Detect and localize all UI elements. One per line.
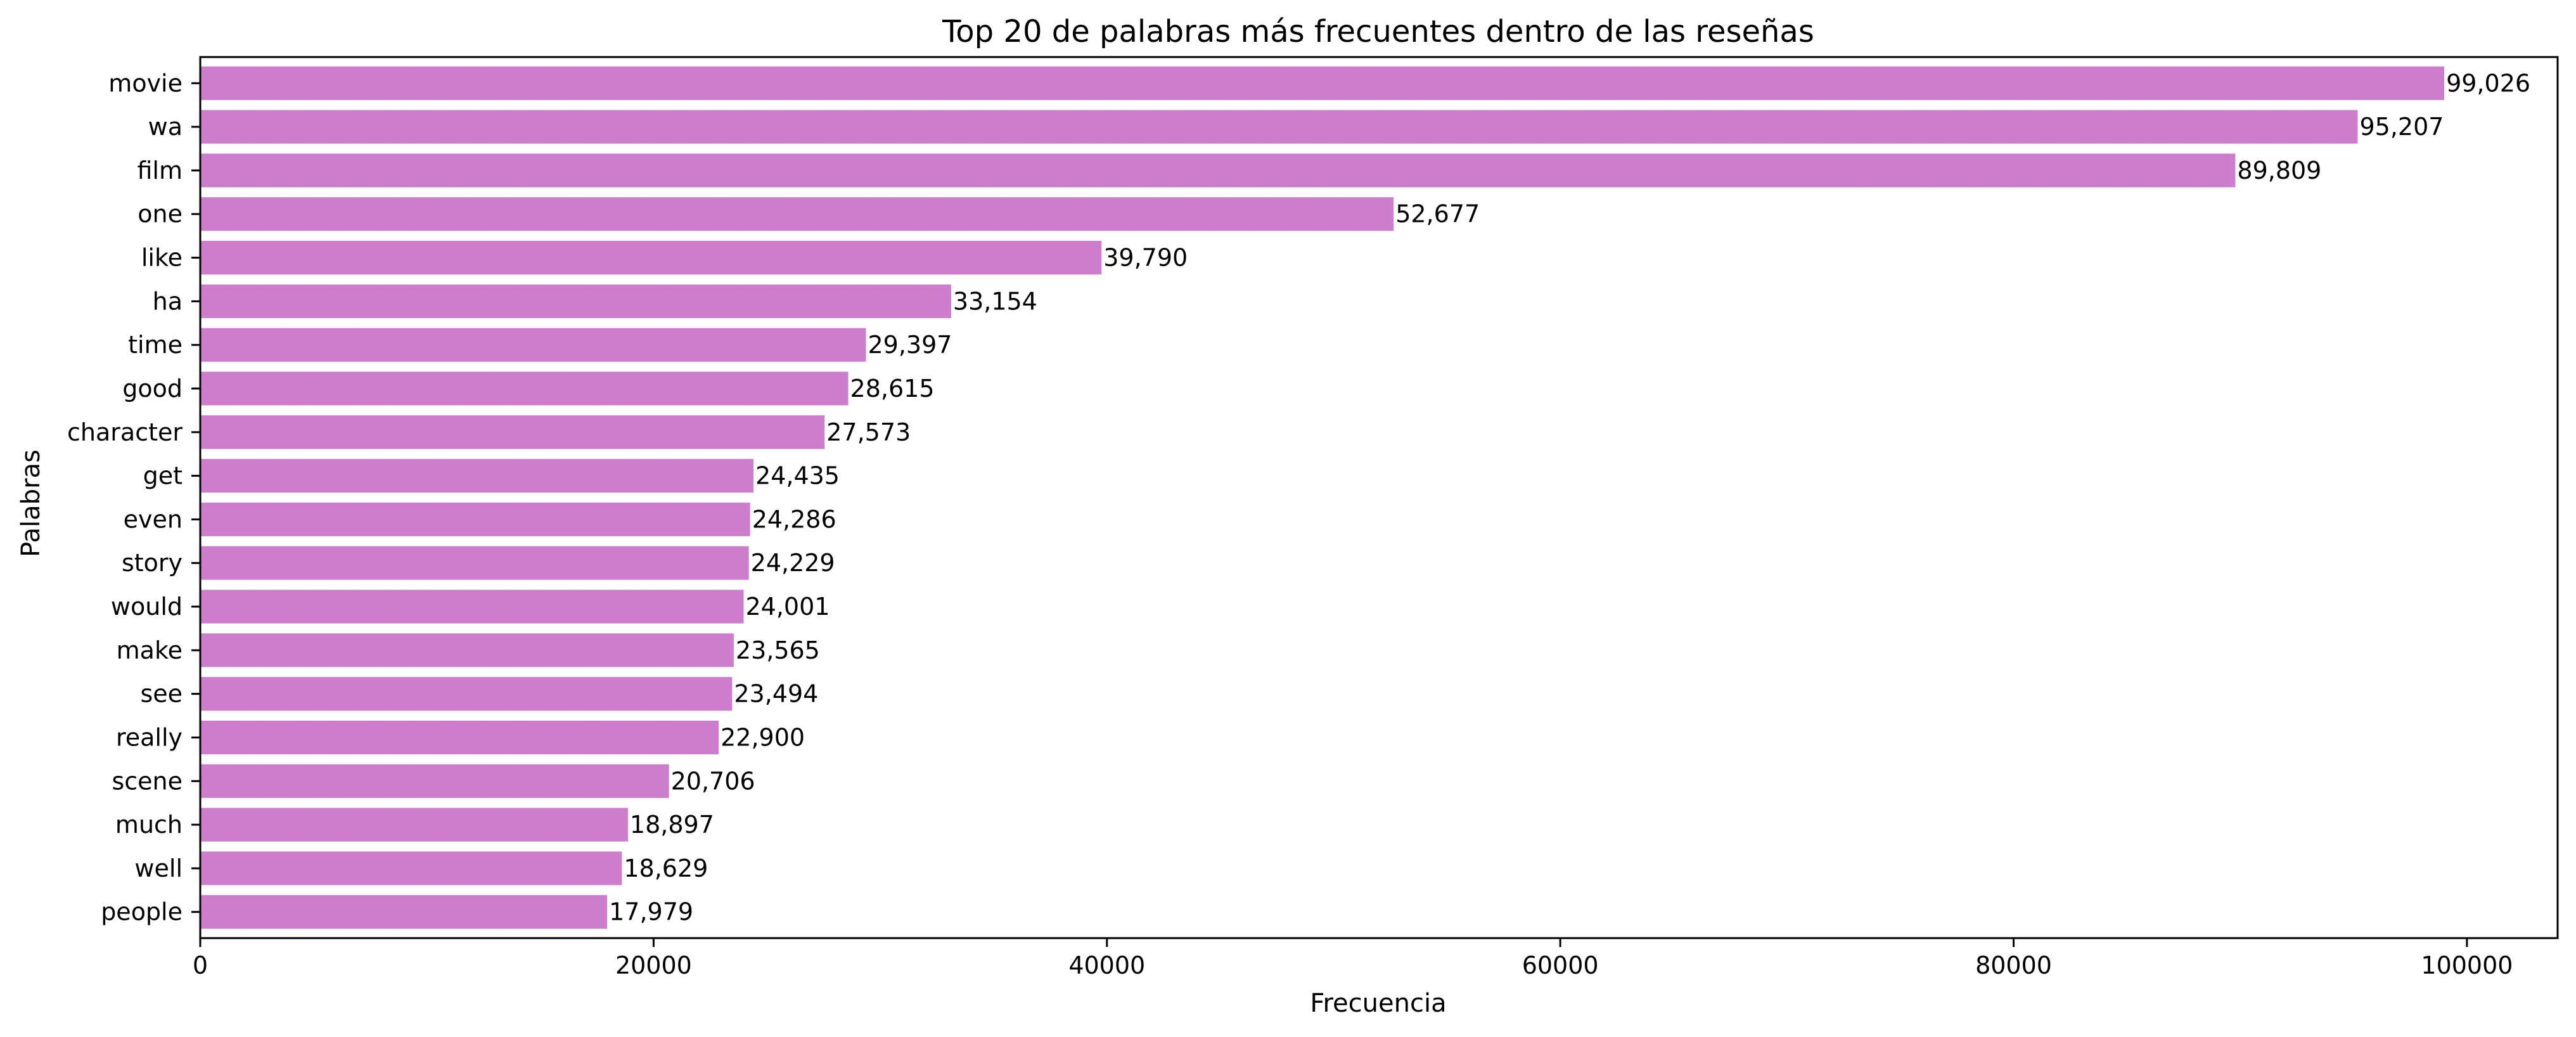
bar-even [200,501,752,538]
x-axis-label: Frecuencia [1310,989,1446,1018]
bar-like [200,240,1103,276]
bar-people [200,894,609,931]
x-tick-label-40000: 40000 [1068,951,1145,979]
bar-see [200,676,734,712]
data-label-good: 28,615 [850,375,935,403]
x-tick-label-80000: 80000 [1975,951,2052,979]
data-label-ha: 33,154 [953,287,1037,315]
data-label-character: 27,573 [826,418,911,446]
data-label-story: 24,229 [751,549,835,577]
x-tick-label-100000: 100000 [2421,951,2513,979]
y-tick-label-really: really [116,723,183,751]
data-label-film: 89,809 [2237,157,2321,184]
data-label-like: 39,790 [1103,244,1188,272]
bar-make [200,632,735,669]
y-tick-label-like: like [141,244,183,272]
bar-much [200,806,629,843]
y-tick-label-see: see [140,680,183,708]
bar-movie [200,65,2446,101]
bar-story [200,544,750,581]
bar-well [200,850,624,887]
bar-good [200,370,850,407]
bar-film [200,152,2237,189]
plot-frame [199,56,2559,939]
y-tick-label-well: well [134,854,183,882]
bars-layer [200,65,2446,931]
data-label-movie: 99,026 [2446,69,2530,97]
x-tick-label-20000: 20000 [615,951,692,979]
data-label-time: 29,397 [868,331,952,359]
bar-get [200,458,755,494]
y-tick-label-good: good [122,375,183,403]
x-tick-label-60000: 60000 [1522,951,1599,979]
y-tick-label-much: much [115,811,183,839]
chart-title: Top 20 de palabras más frecuentes dentro… [942,14,1814,49]
y-tick-label-make: make [117,636,183,664]
data-label-really: 22,900 [721,723,805,751]
data-label-would: 24,001 [745,593,830,621]
y-tick-label-people: people [101,898,183,926]
bar-time [200,326,868,363]
y-axis-label: Palabras [16,449,46,557]
data-label-make: 23,565 [736,636,820,664]
data-label-even: 24,286 [752,505,836,533]
data-label-wa: 95,207 [2359,113,2444,141]
bar-ha [200,283,952,319]
bar-scene [200,763,670,799]
bar-wa [200,108,2359,145]
y-tick-label-wa: wa [148,113,183,141]
y-tick-label-one: one [138,200,183,228]
data-label-scene: 20,706 [671,767,755,795]
x-axis-ticks: 0 20000 40000 60000 80000 100000 [193,938,2513,979]
y-tick-label-time: time [128,331,183,359]
data-label-see: 23,494 [734,680,818,708]
y-tick-label-ha: ha [153,287,183,315]
bar-really [200,719,721,756]
y-tick-label-even: even [124,505,183,533]
y-tick-label-get: get [143,462,183,490]
y-tick-label-movie: movie [108,69,183,97]
bar-character [200,414,826,451]
y-tick-label-story: story [122,549,183,577]
x-tick-label-0: 0 [193,951,208,979]
y-tick-label-film: film [137,157,183,184]
data-label-get: 24,435 [755,462,840,490]
data-label-much: 18,897 [630,811,714,839]
data-label-well: 18,629 [624,854,708,882]
data-label-people: 17,979 [609,898,693,926]
bar-one [200,196,1395,233]
y-tick-labels: movie wa film one like ha time good character get… [67,69,200,926]
y-tick-label-character: character [67,418,183,446]
bar-would [200,588,745,625]
y-tick-label-would: would [111,593,183,621]
y-tick-label-scene: scene [112,767,183,795]
data-label-one: 52,677 [1395,200,1480,228]
